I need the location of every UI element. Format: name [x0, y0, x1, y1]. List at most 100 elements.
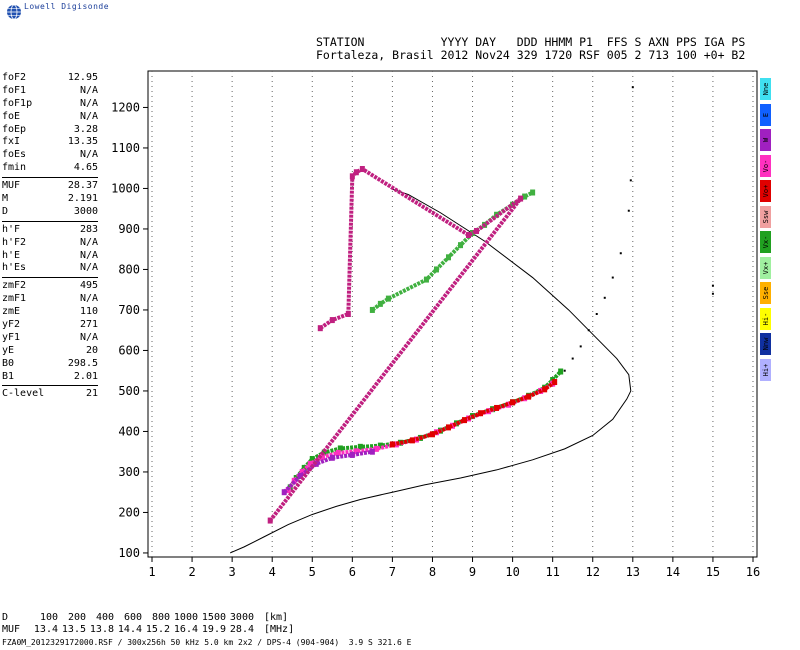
- param-value: 2.01: [73, 370, 98, 382]
- param-name: zmF2: [2, 280, 27, 292]
- plot-frame: [147, 70, 758, 558]
- legend-item: Nne: [760, 78, 771, 100]
- legend-label: Hi+: [761, 363, 770, 376]
- param-row: D 3000: [2, 206, 98, 219]
- echo-point: [474, 227, 480, 234]
- param-value: 3.28: [73, 123, 98, 135]
- distance-value: 400: [95, 612, 114, 623]
- echo-point: [470, 230, 476, 236]
- param-row: yF2 271: [2, 319, 98, 332]
- param-name: h'F2: [2, 236, 27, 248]
- distance-value: 200: [67, 612, 86, 623]
- echo-point: [393, 441, 399, 448]
- param-value: N/A: [79, 236, 98, 248]
- distance-value: 3000: [229, 612, 254, 623]
- x-tick-label: 9: [469, 565, 476, 579]
- legend-item: Hi+: [760, 358, 771, 381]
- param-value: 2.191: [67, 193, 98, 205]
- param-row: foF1 N/A: [2, 85, 98, 98]
- param-value: 110: [79, 306, 98, 318]
- param-name: foE: [2, 110, 21, 122]
- param-value: 21: [85, 388, 98, 400]
- echo-point: [510, 399, 516, 406]
- distance-value: 1500: [201, 612, 226, 623]
- param-row: B0 298.5: [2, 358, 98, 371]
- param-name: foF1: [2, 84, 27, 96]
- param-name: MUF: [2, 180, 21, 192]
- param-value: N/A: [79, 84, 98, 96]
- y-tick-label: 1100: [111, 141, 140, 155]
- param-row: yE 20: [2, 345, 98, 358]
- x-tick-label: 7: [389, 565, 396, 579]
- param-value: N/A: [79, 149, 98, 161]
- legend-label: Vx-: [761, 235, 770, 249]
- param-separator: [2, 385, 98, 387]
- legend-item: Vo-: [760, 154, 771, 177]
- x-tick-label: 13: [626, 565, 640, 579]
- param-value: 12.95: [67, 72, 98, 83]
- param-value: 298.5: [67, 357, 98, 369]
- param-value: N/A: [79, 110, 98, 122]
- param-row: M 2.191: [2, 193, 98, 206]
- param-value: N/A: [79, 293, 98, 305]
- param-name: foEs: [2, 149, 27, 161]
- legend-item: Nnw: [760, 333, 771, 355]
- param-row: h'F 283: [2, 224, 98, 237]
- legend-label: Sse: [761, 286, 770, 300]
- distance-value: 800: [151, 612, 170, 623]
- x-tick-label: 5: [309, 565, 316, 579]
- param-separator: [2, 220, 98, 222]
- legend-label: E: [761, 112, 770, 117]
- param-row: foE N/A: [2, 111, 98, 124]
- param-separator: [2, 277, 98, 279]
- x-tick-label: 6: [349, 565, 356, 579]
- param-name: zmE: [2, 306, 21, 318]
- y-tick-label: 800: [118, 262, 140, 276]
- echo-trace: [288, 370, 563, 489]
- x-tick-label: 8: [429, 565, 436, 579]
- legend-item: Vx+: [760, 256, 771, 279]
- file-info-footer: FZA0M_2012329172000.RSF / 300x256h 50 kH…: [2, 638, 412, 647]
- param-name: yF1: [2, 331, 21, 343]
- y-tick-label: 100: [118, 546, 140, 560]
- param-row: zmE 110: [2, 306, 98, 319]
- x-tick-label: 1: [148, 565, 155, 579]
- legend-label: Ssw: [761, 210, 770, 223]
- param-name: foF2: [2, 72, 27, 83]
- echo-point: [611, 276, 614, 279]
- param-name: C-level: [2, 388, 45, 400]
- brand-name: Lowell Digisonde: [24, 2, 110, 11]
- echo-point: [711, 284, 714, 287]
- param-name: yE: [2, 344, 15, 356]
- param-name: h'Es: [2, 262, 27, 274]
- echo-trace: [282, 449, 373, 494]
- legend-label: Nne: [761, 82, 770, 96]
- echo-point: [603, 296, 606, 299]
- echo-point: [619, 252, 622, 255]
- echo-point: [385, 295, 391, 302]
- distance-value: 1000: [173, 612, 198, 623]
- param-name: B1: [2, 370, 15, 382]
- x-tick-label: 4: [269, 565, 276, 579]
- echo-point: [629, 179, 632, 182]
- param-name: B0: [2, 357, 15, 369]
- header-values: Fortaleza, Brasil 2012 Nov24 329 1720 RS…: [316, 48, 746, 62]
- echo-point: [291, 477, 297, 484]
- param-value: 13.35: [67, 136, 98, 148]
- muf-value: 28.4: [229, 624, 254, 635]
- x-tick-label: 10: [505, 565, 519, 579]
- header-labels: STATION YYYY DAY DDD HHMM P1 FFS S AXN P…: [316, 35, 746, 49]
- param-name: D: [2, 205, 9, 217]
- param-name: h'F: [2, 223, 21, 235]
- param-value: N/A: [79, 331, 98, 343]
- param-row: foF1p N/A: [2, 98, 98, 111]
- param-row: yF1 N/A: [2, 332, 98, 345]
- legend-item: E: [760, 103, 771, 126]
- param-row: foEp 3.28: [2, 124, 98, 137]
- echo-point: [309, 455, 315, 462]
- param-value: N/A: [79, 97, 98, 109]
- y-tick-label: 1200: [111, 100, 140, 114]
- param-row: C-level 21: [2, 388, 98, 401]
- param-row: zmF2 495: [2, 280, 98, 293]
